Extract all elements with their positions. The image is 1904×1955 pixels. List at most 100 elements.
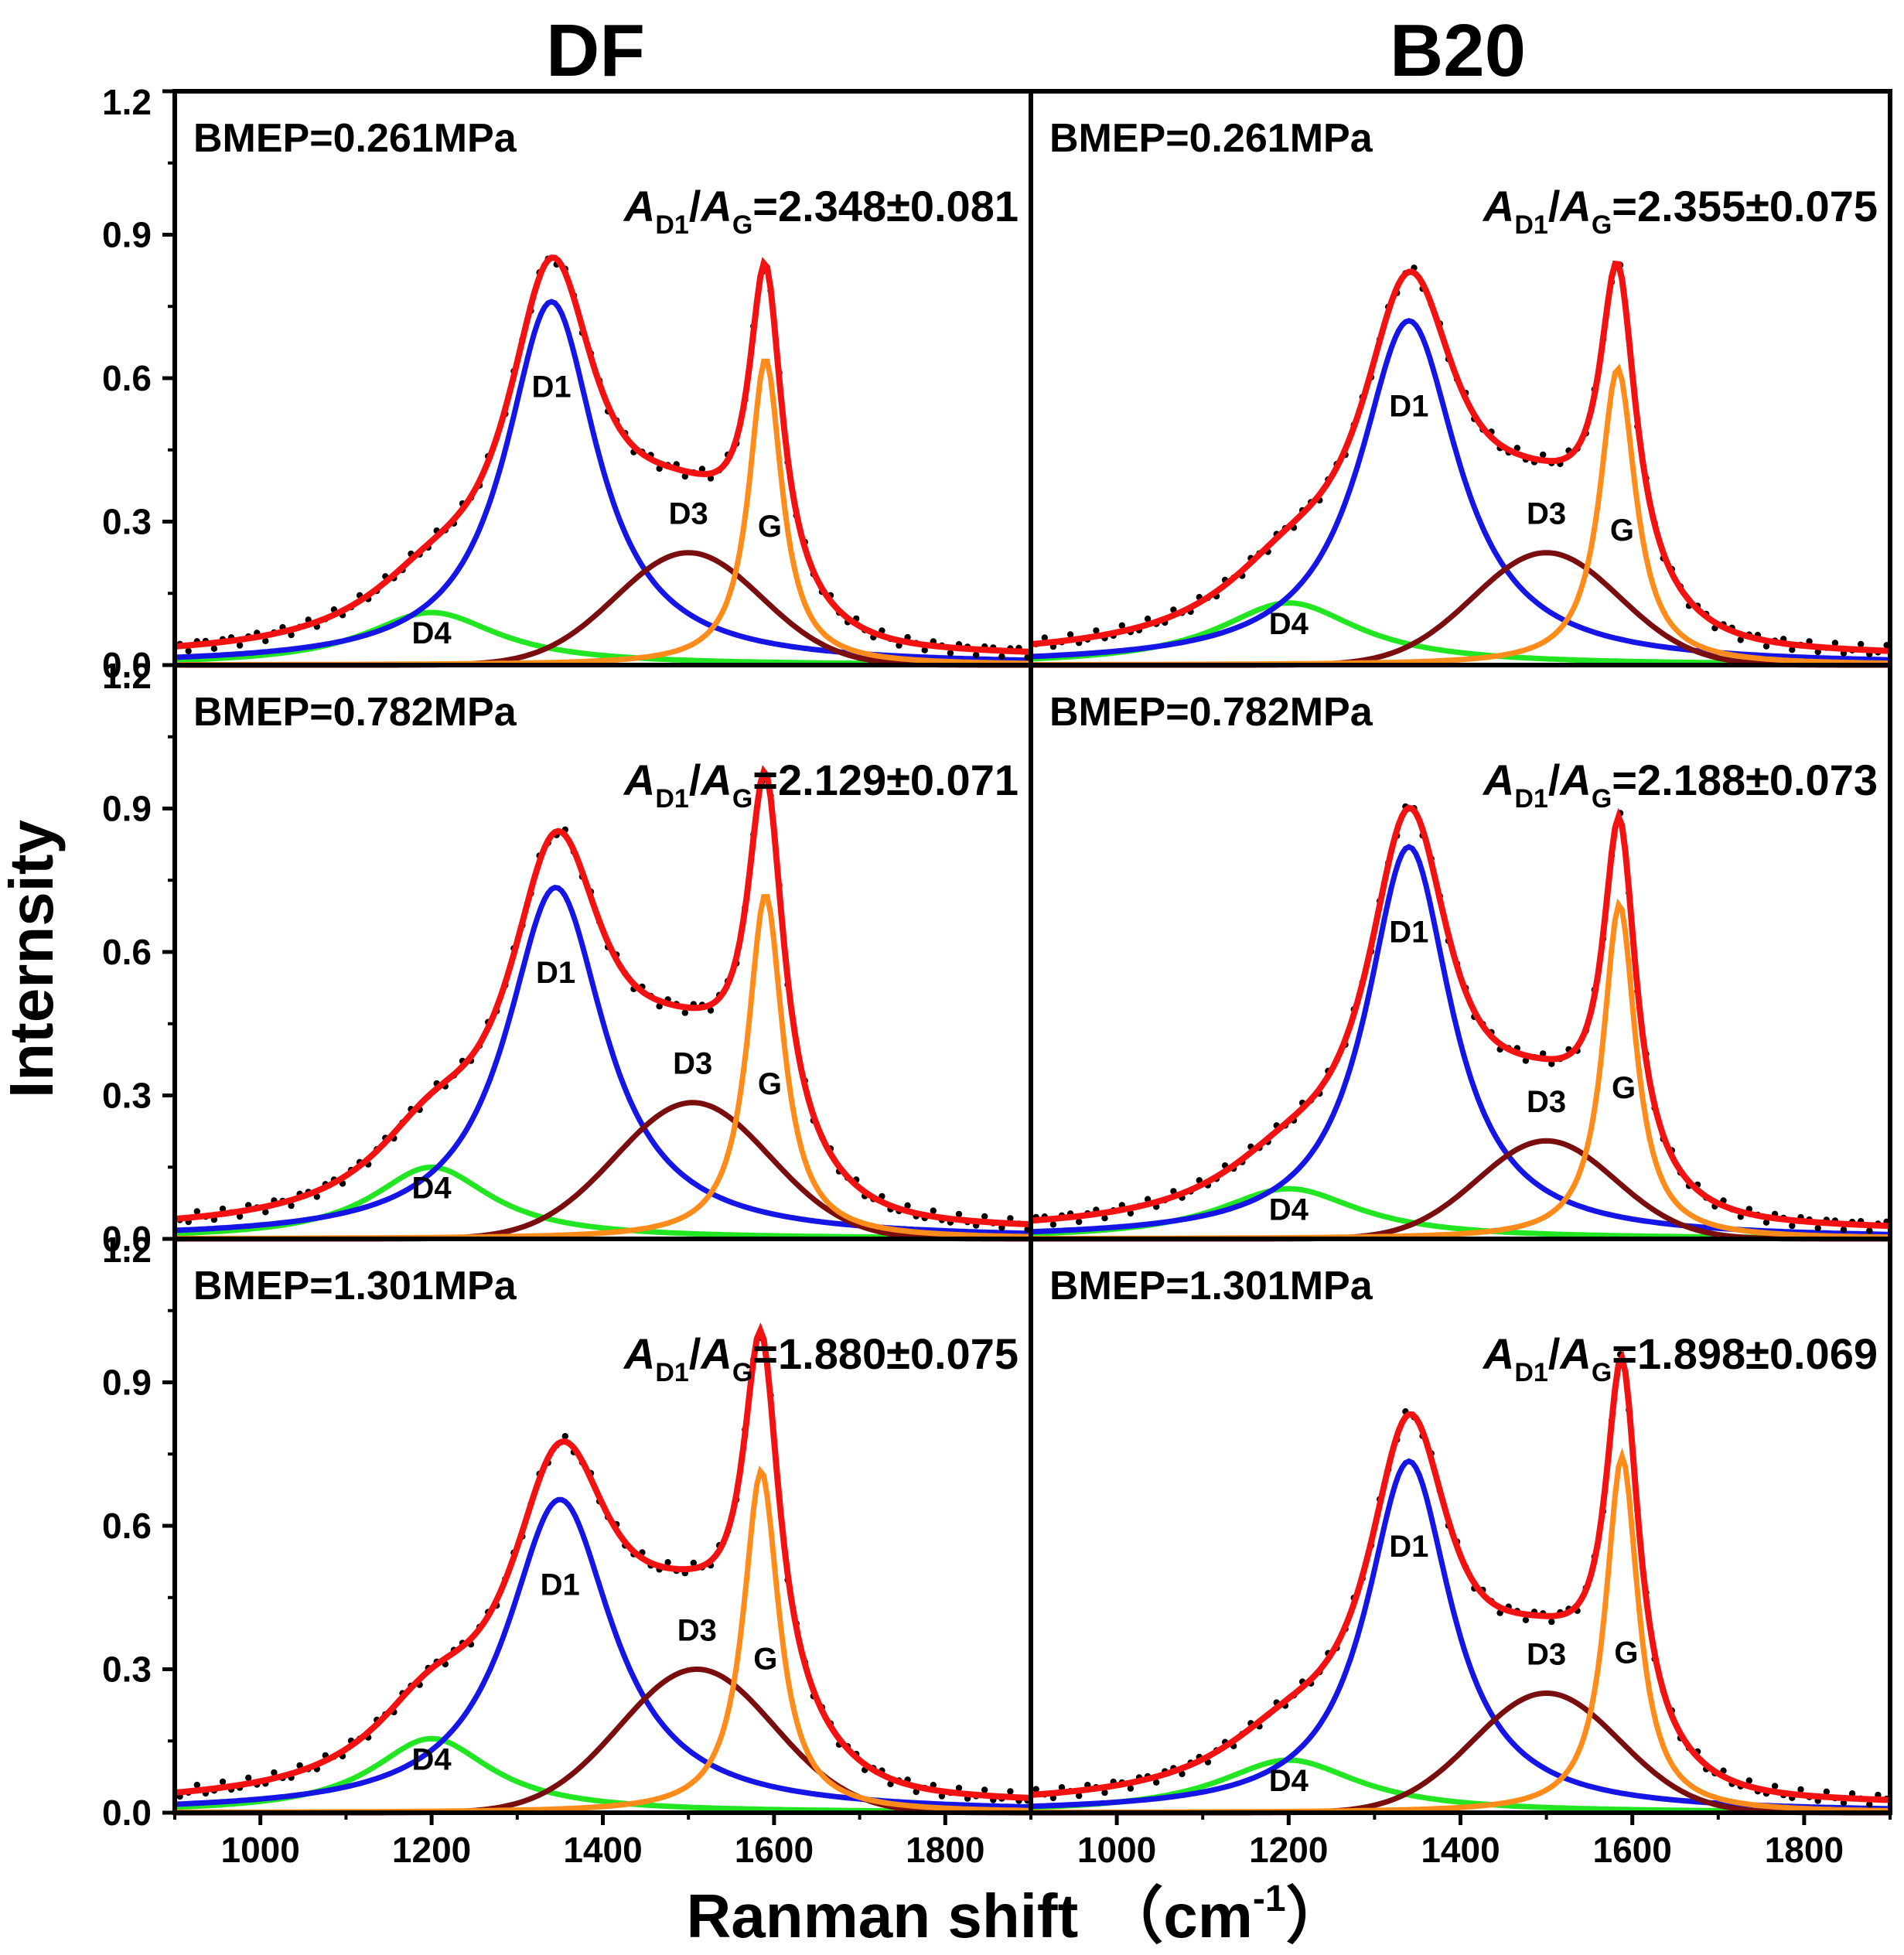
peak-label-d4: D4 bbox=[1269, 607, 1309, 641]
measured-point bbox=[981, 1786, 988, 1793]
measured-point bbox=[1041, 634, 1049, 641]
ratio-part: = bbox=[1612, 182, 1637, 230]
measured-point bbox=[1118, 622, 1126, 629]
bmep-label: BMEP=1.301MPa bbox=[193, 1264, 517, 1308]
ratio-part: 2.188±0.073 bbox=[1637, 756, 1878, 804]
peak-label-d3: D3 bbox=[677, 1613, 717, 1647]
measured-point bbox=[1101, 1215, 1108, 1222]
measured-point bbox=[185, 647, 192, 654]
x-tick-label: 1200 bbox=[1249, 1830, 1328, 1870]
measured-point bbox=[1840, 1226, 1848, 1233]
ratio-label: AD1/AG=2.348±0.081 bbox=[623, 182, 1019, 240]
y-tick-label: 0.9 bbox=[102, 789, 152, 829]
measured-point bbox=[1127, 1785, 1135, 1792]
measured-point bbox=[1762, 643, 1770, 650]
ratio-part: A bbox=[1558, 182, 1591, 230]
series-g-line bbox=[175, 894, 1032, 1241]
peak-label-d1: D1 bbox=[536, 956, 575, 990]
fit-line bbox=[174, 254, 1032, 655]
measured-points bbox=[1032, 261, 1890, 657]
x-tick-label: 1400 bbox=[563, 1830, 642, 1870]
measured-point bbox=[998, 653, 1005, 660]
measured-point bbox=[1179, 1770, 1186, 1778]
ratio-label: AD1/AG=2.129±0.071 bbox=[623, 756, 1019, 814]
ratio-part: A bbox=[699, 1329, 732, 1378]
x-tick-label: 1000 bbox=[221, 1830, 300, 1870]
column-title-b20: B20 bbox=[1390, 9, 1526, 92]
y-tick-label: 0.0 bbox=[102, 1793, 152, 1833]
measured-point bbox=[236, 1213, 244, 1220]
measured-point bbox=[1866, 1801, 1873, 1808]
measured-point bbox=[296, 1762, 303, 1769]
measured-point bbox=[1840, 1800, 1848, 1807]
measured-point bbox=[955, 1784, 963, 1792]
panel-b20-3: D4 D1 D3 G 1000 1200 1400 1600 1800 BMEP=1.301MPa… bbox=[1029, 1237, 1892, 1870]
measured-point bbox=[1762, 1219, 1770, 1226]
measured-points bbox=[1032, 1351, 1890, 1808]
bmep-label: BMEP=0.782MPa bbox=[1049, 690, 1373, 735]
peak-label-d4: D4 bbox=[412, 616, 452, 650]
ratio-part: = bbox=[1612, 1329, 1637, 1378]
ratio-part: G bbox=[732, 784, 752, 814]
panel-frame bbox=[172, 1237, 1033, 1815]
ratio-part: A bbox=[623, 182, 655, 230]
y-tick-label: 1.2 bbox=[102, 656, 152, 696]
measured-point bbox=[681, 1009, 688, 1016]
ratio-part: 2.348±0.081 bbox=[778, 182, 1019, 230]
measured-point bbox=[664, 1559, 671, 1566]
measured-point bbox=[1831, 640, 1839, 647]
y-tick-label: 0.0 bbox=[102, 645, 152, 685]
ratio-part: D1 bbox=[1514, 784, 1547, 814]
measured-point bbox=[245, 1774, 252, 1781]
x-tick-label: 1200 bbox=[392, 1830, 471, 1870]
y-tick-label: 0.6 bbox=[102, 1506, 152, 1546]
fit-line bbox=[1030, 1349, 1891, 1803]
fit-line bbox=[1030, 804, 1891, 1230]
ratio-part: 2.129±0.071 bbox=[778, 756, 1019, 804]
measured-point bbox=[1127, 1210, 1135, 1217]
measured-point bbox=[219, 1778, 227, 1786]
ratio-part: 1.880±0.075 bbox=[778, 1329, 1019, 1378]
measured-point bbox=[947, 650, 954, 657]
measured-point bbox=[681, 473, 688, 480]
peak-label-g: G bbox=[758, 1067, 782, 1101]
ratio-part: D1 bbox=[1514, 210, 1547, 240]
measured-point bbox=[1101, 1789, 1108, 1796]
x-axis-title-close: ） bbox=[1286, 1882, 1348, 1950]
series-d1-line bbox=[174, 1496, 1032, 1810]
measured-points bbox=[176, 255, 1031, 661]
measured-point bbox=[1540, 1050, 1547, 1057]
measured-point bbox=[707, 1007, 715, 1014]
measured-point bbox=[271, 1769, 278, 1776]
x-axis-title: Ranman shift （cm-1） bbox=[686, 1878, 1347, 1950]
measured-point bbox=[1032, 1786, 1039, 1793]
ratio-part: 2.355±0.075 bbox=[1637, 182, 1878, 230]
measured-point bbox=[1789, 1222, 1796, 1230]
y-tick-label: 1.2 bbox=[102, 82, 152, 122]
measured-point bbox=[1858, 640, 1865, 648]
ratio-label: AD1/AG=1.880±0.075 bbox=[623, 1329, 1019, 1387]
series-d3-line bbox=[175, 1667, 1031, 1816]
measured-point bbox=[1814, 1224, 1821, 1232]
bmep-label: BMEP=1.301MPa bbox=[1049, 1264, 1373, 1308]
y-tick-label: 0.9 bbox=[102, 1363, 152, 1403]
measured-point bbox=[690, 1559, 697, 1567]
series-d1-line bbox=[1030, 844, 1890, 1237]
measured-point bbox=[913, 1788, 920, 1796]
measured-point bbox=[1144, 616, 1152, 623]
x-tick-label: 1600 bbox=[1593, 1830, 1672, 1870]
measured-point bbox=[973, 651, 980, 659]
y-tick-label: 0.3 bbox=[102, 502, 152, 542]
ratio-part: = bbox=[752, 182, 778, 230]
ratio-part: D1 bbox=[655, 210, 688, 240]
x-tick-label: 1800 bbox=[906, 1830, 984, 1870]
measured-point bbox=[904, 1202, 911, 1210]
y-tick-label: 0.3 bbox=[102, 1650, 152, 1690]
peak-label-d1: D1 bbox=[1389, 390, 1428, 424]
measured-points bbox=[176, 778, 1031, 1233]
y-tick-label: 0.0 bbox=[102, 1219, 152, 1259]
ratio-part: / bbox=[1548, 182, 1561, 230]
y-tick-label: 1.2 bbox=[102, 1230, 152, 1270]
ratio-part: A bbox=[1482, 1329, 1514, 1378]
